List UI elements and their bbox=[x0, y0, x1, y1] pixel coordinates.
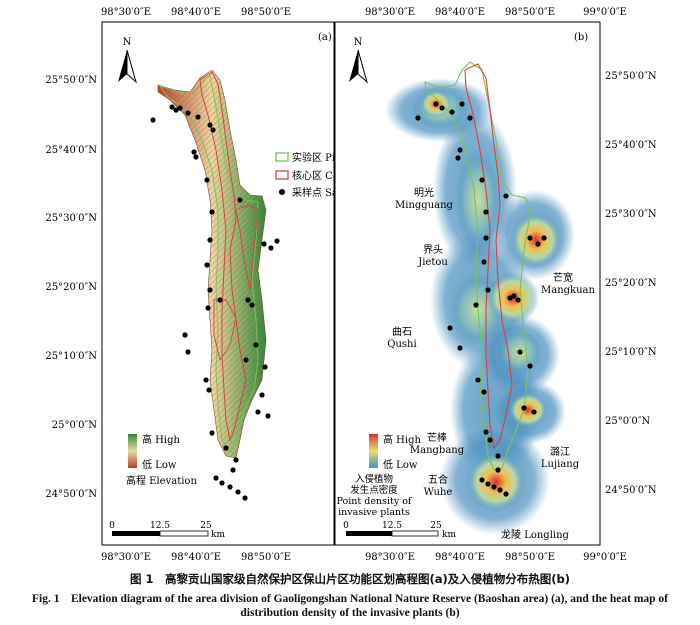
caption-en: Fig. 1 Elevation diagram of the area div… bbox=[31, 593, 668, 619]
place-mangkuan-en: Mangkuan bbox=[541, 285, 596, 296]
density-legend-low: 低 Low bbox=[383, 458, 418, 471]
elevation-legend-ramp bbox=[128, 434, 137, 468]
place-mangkuan-zh: 芒宽 bbox=[553, 271, 573, 284]
panel-a-north-arrow: N bbox=[118, 37, 137, 84]
panel-a-top-ticks: 98°30′0″E 98°40′0″E 98°50′0″E bbox=[101, 7, 291, 18]
place-mingguang-en: Mingguang bbox=[395, 200, 454, 211]
panel-b-core-zone bbox=[464, 63, 513, 450]
place-mingguang-zh: 明光 bbox=[414, 186, 434, 199]
panel-a-pilot-zone bbox=[158, 75, 259, 453]
panel-b-top-tick-3: 98°50′0″E bbox=[505, 7, 555, 18]
density-legend-title-en-1: Point density of bbox=[337, 496, 413, 507]
panel-b-bottom-tick-3: 98°50′0″E bbox=[505, 552, 555, 563]
place-wuhe-zh: 五合 bbox=[428, 473, 448, 486]
panel-a-core-zone bbox=[199, 71, 247, 442]
elevation-legend-high: 高 High bbox=[142, 433, 180, 446]
panel-a-left-tick-5: 25°10′0″N bbox=[45, 351, 97, 362]
panel-a-left-tick-2: 25°40′0″N bbox=[45, 145, 97, 156]
place-qushi-en: Qushi bbox=[387, 339, 416, 350]
panel-b-right-tick-4: 25°20′0″N bbox=[605, 278, 657, 289]
panel-a-scale-unit: km bbox=[211, 530, 225, 540]
panel-a-scale-bar: 0 12.5 25 km bbox=[109, 521, 225, 540]
panel-a-left-tick-7: 24°50′0″N bbox=[45, 489, 97, 500]
density-legend-title-zh-2: 发生点密度 bbox=[350, 484, 398, 496]
place-mangbang-en: Mangbang bbox=[410, 445, 465, 456]
panel-b-scale-0: 0 bbox=[343, 521, 349, 531]
place-labels: 明光 Mingguang 界头 Jietou 曲石 Qushi 芒棒 Mangb… bbox=[387, 186, 595, 541]
panel-b-top-tick-2: 98°40′0″E bbox=[435, 7, 485, 18]
panel-a-left-tick-4: 25°20′0″N bbox=[45, 282, 97, 293]
panel-b-scale-12: 12.5 bbox=[382, 521, 402, 531]
density-legend: 高 High 低 Low 入侵植物 发生点密度 Point density of… bbox=[337, 433, 422, 518]
density-legend-title-en-2: invasive plants bbox=[338, 507, 410, 518]
panel-a-left-tick-1: 25°50′0″N bbox=[45, 75, 97, 86]
panel-b-bottom-tick-2: 98°40′0″E bbox=[435, 552, 485, 563]
place-longling: 龙陵 Longling bbox=[501, 528, 570, 541]
elevation-legend-title: 高程 Elevation bbox=[126, 474, 197, 487]
panel-a-left-ticks: 25°50′0″N 25°40′0″N 25°30′0″N 25°20′0″N … bbox=[45, 75, 97, 500]
figure-canvas: (a) 98°30′0″E 98°40′0″E 98°50′0″E 98°30′… bbox=[45, 7, 657, 563]
place-jietou-zh: 界头 bbox=[423, 244, 443, 256]
panel-b-right-tick-1: 25°50′0″N bbox=[605, 71, 657, 82]
panel-b-north-label: N bbox=[354, 37, 363, 48]
core-zone-swatch bbox=[275, 170, 289, 180]
panel-b-top-tick-4: 99°0′0″E bbox=[583, 7, 627, 18]
panel-a-top-tick-3: 98°50′0″E bbox=[241, 7, 291, 18]
panel-a-left-tick-6: 25°0′0″N bbox=[52, 420, 97, 431]
panel-a-bottom-tick-2: 98°40′0″E bbox=[171, 552, 221, 563]
panel-b-right-tick-3: 25°30′0″N bbox=[605, 209, 657, 220]
panel-b-sampling-points bbox=[415, 101, 547, 497]
panel-a-bottom-ticks: 98°30′0″E 98°40′0″E 98°50′0″E bbox=[101, 552, 291, 563]
panel-b-right-tick-6: 25°0′0″N bbox=[605, 416, 650, 427]
caption-zh: 图 1 高黎贡山国家级自然保护区保山片区功能区划高程图(a)及入侵植物分布热图(… bbox=[129, 572, 571, 586]
panel-a-left-tick-3: 25°30′0″N bbox=[45, 213, 97, 224]
panel-b-top-tick-1: 98°30′0″E bbox=[365, 7, 415, 18]
panel-b-right-tick-2: 25°40′0″N bbox=[605, 140, 657, 151]
panel-b-right-tick-7: 24°50′0″N bbox=[605, 485, 657, 496]
panel-a-bottom-tick-3: 98°50′0″E bbox=[241, 552, 291, 563]
panel-b-right-tick-5: 25°10′0″N bbox=[605, 347, 657, 358]
density-legend-title-zh-1: 入侵植物 bbox=[355, 473, 394, 485]
panel-a-top-tick-1: 98°30′0″E bbox=[101, 7, 151, 18]
panel-a-bottom-tick-1: 98°30′0″E bbox=[101, 552, 151, 563]
place-jietou-en: Jietou bbox=[417, 257, 448, 268]
panel-b-scale-unit: km bbox=[442, 530, 456, 540]
panel-a-scale-12: 12.5 bbox=[150, 521, 170, 531]
panel-b-bottom-tick-4: 99°0′0″E bbox=[583, 552, 627, 563]
panel-b-pilot-zone bbox=[424, 61, 531, 471]
pilot-zone-swatch bbox=[275, 152, 289, 162]
panel-b-bottom-ticks: 98°30′0″E 98°40′0″E 98°50′0″E 99°0′0″E bbox=[365, 552, 627, 563]
panel-b-top-ticks: 98°30′0″E 98°40′0″E 98°50′0″E 99°0′0″E bbox=[365, 7, 627, 18]
panel-b-north-arrow: N bbox=[349, 37, 368, 84]
panel-a-label: (a) bbox=[318, 32, 332, 43]
density-legend-high: 高 High bbox=[383, 433, 421, 446]
panel-a-scale-0: 0 bbox=[109, 521, 115, 531]
elevation-map bbox=[157, 69, 267, 459]
sampling-point-swatch bbox=[279, 189, 285, 195]
panel-a-sampling-points bbox=[150, 104, 280, 501]
density-legend-ramp bbox=[369, 434, 378, 468]
place-lujiang-en: Lujiang bbox=[541, 459, 580, 470]
panel-b-right-ticks: 25°50′0″N 25°40′0″N 25°30′0″N 25°20′0″N … bbox=[605, 71, 657, 496]
place-wuhe-en: Wuhe bbox=[424, 487, 453, 498]
place-lujiang-zh: 潞江 bbox=[550, 445, 570, 458]
place-qushi-zh: 曲石 bbox=[392, 326, 412, 338]
panel-b-scale-bar: 0 12.5 25 km bbox=[343, 521, 456, 540]
heat-map bbox=[385, 78, 575, 535]
panel-a-scale-25: 25 bbox=[200, 521, 212, 531]
panel-b: (b) 98°30′0″E 98°40′0″E 98°50′0″E 99°0′0… bbox=[334, 7, 657, 563]
panel-a-top-tick-2: 98°40′0″E bbox=[171, 7, 221, 18]
place-mangbang-zh: 芒棒 bbox=[427, 431, 447, 444]
panel-a-north-label: N bbox=[123, 37, 132, 48]
elevation-legend: 高 High 低 Low 高程 Elevation bbox=[126, 433, 197, 487]
panel-b-bottom-tick-1: 98°30′0″E bbox=[365, 552, 415, 563]
panel-b-scale-25: 25 bbox=[430, 521, 442, 531]
panel-b-label: (b) bbox=[574, 32, 588, 43]
panel-a: (a) 98°30′0″E 98°40′0″E 98°50′0″E 98°30′… bbox=[45, 7, 335, 563]
elevation-legend-low: 低 Low bbox=[142, 458, 177, 471]
